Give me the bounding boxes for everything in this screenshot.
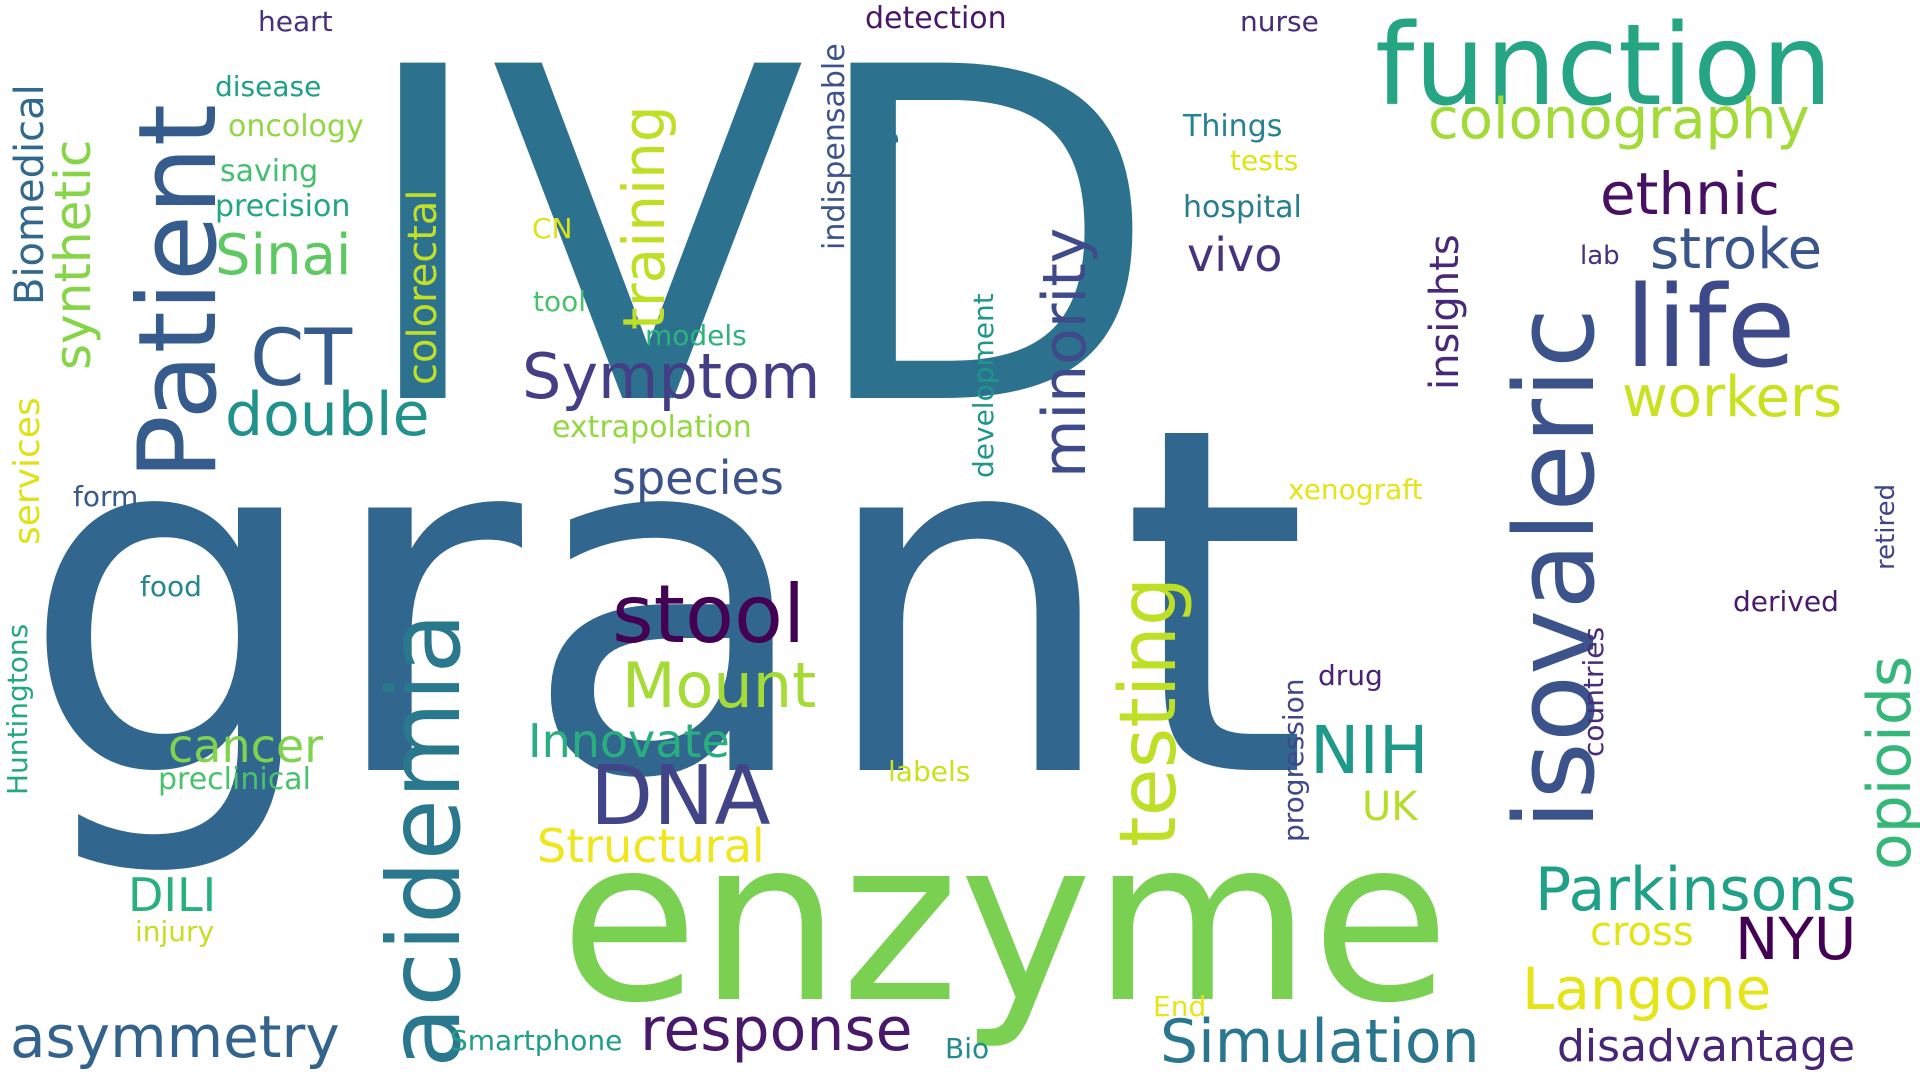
word-minority: minority — [1030, 227, 1100, 478]
word-ct: CT — [250, 314, 353, 404]
word-progression: progression — [1277, 678, 1310, 842]
word-biomedical: Biomedical — [7, 84, 53, 305]
word-patient: Patient — [116, 103, 241, 480]
word-form: form — [73, 480, 139, 513]
word-saving: saving — [220, 154, 319, 189]
word-colonography: colonography — [1428, 87, 1810, 152]
word-labels: labels — [888, 755, 971, 788]
word-response: response — [640, 995, 913, 1065]
word-parkinsons: Parkinsons — [1535, 855, 1857, 925]
word-tool: tool — [533, 285, 587, 318]
word-double: double — [225, 380, 430, 450]
word-uk: UK — [1362, 784, 1418, 830]
word-retired: retired — [1871, 483, 1901, 570]
word-preclinical: preclinical — [158, 762, 311, 797]
word-disadvantage: disadvantage — [1557, 1021, 1856, 1072]
word-langone: Langone — [1522, 955, 1772, 1023]
word-simulation: Simulation — [1160, 1007, 1480, 1077]
word-food: food — [140, 570, 202, 603]
word-opioids: opioids — [1855, 655, 1920, 870]
word-asymmetry: asymmetry — [10, 1003, 340, 1071]
word-injury: injury — [135, 915, 215, 948]
word-huntingtons: Huntingtons — [1, 623, 34, 795]
word-enzyme: enzyme — [560, 791, 1450, 1053]
word-services: services — [7, 397, 48, 545]
word-sinai: Sinai — [215, 223, 352, 288]
word-insights: insights — [1422, 234, 1468, 390]
word-stroke: stroke — [1650, 217, 1823, 282]
word-catalyst: Catalyst — [849, 79, 900, 260]
word-nyu: NYU — [1735, 905, 1857, 973]
word-ethnic: ethnic — [1600, 160, 1780, 228]
word-function: function — [1375, 1, 1833, 131]
word-dili: DILI — [128, 868, 217, 922]
word-bio: Bio — [945, 1032, 990, 1065]
word-life: life — [1625, 263, 1796, 393]
word-drug: drug — [1318, 659, 1383, 692]
word-hospital: hospital — [1183, 190, 1302, 225]
word-nurse: nurse — [1240, 5, 1319, 38]
word-symptom: Symptom — [522, 340, 821, 413]
word-species: species — [612, 451, 784, 505]
word-synthetic: synthetic — [44, 139, 102, 370]
word-cn: CN — [532, 212, 573, 245]
word-lab: lab — [1580, 241, 1620, 271]
word-cross: cross — [1590, 909, 1694, 955]
word-disease: disease — [215, 70, 322, 103]
word-things: Things — [1183, 109, 1283, 144]
word-dna: DNA — [590, 749, 771, 844]
word-training: training — [610, 105, 678, 330]
word-oncology: oncology — [228, 109, 364, 144]
word-innovate: Innovate — [528, 714, 730, 768]
word-heart: heart — [258, 5, 333, 38]
word-countries: countries — [1577, 626, 1610, 757]
word-grant: grant — [20, 325, 1309, 884]
word-stool: stool — [612, 568, 806, 661]
word-smartphone: Smartphone — [450, 1024, 623, 1057]
word-ivd: IVD — [355, 0, 1160, 507]
word-end: End — [1153, 990, 1207, 1023]
word-indispensable: indispensable — [817, 43, 852, 250]
word-cancer: cancer — [168, 719, 324, 773]
word-xenograft: xenograft — [1288, 473, 1423, 506]
word-colorectal: colorectal — [400, 189, 446, 385]
word-precision: precision — [215, 189, 351, 224]
word-tests: tests — [1230, 144, 1299, 177]
word-development: development — [967, 293, 1000, 478]
word-mount: Mount — [622, 649, 817, 722]
word-extrapolation: extrapolation — [552, 410, 752, 445]
word-nih: NIH — [1310, 712, 1429, 789]
word-vivo: vivo — [1187, 228, 1283, 282]
word-workers: workers — [1622, 365, 1843, 430]
word-derived: derived — [1733, 585, 1839, 618]
word-structural: Structural — [537, 819, 765, 873]
word-detection: detection — [865, 1, 1007, 36]
word-models: models — [645, 319, 747, 352]
word-acidemia: acidemia — [366, 612, 483, 1068]
word-testing: testing — [1104, 576, 1194, 847]
